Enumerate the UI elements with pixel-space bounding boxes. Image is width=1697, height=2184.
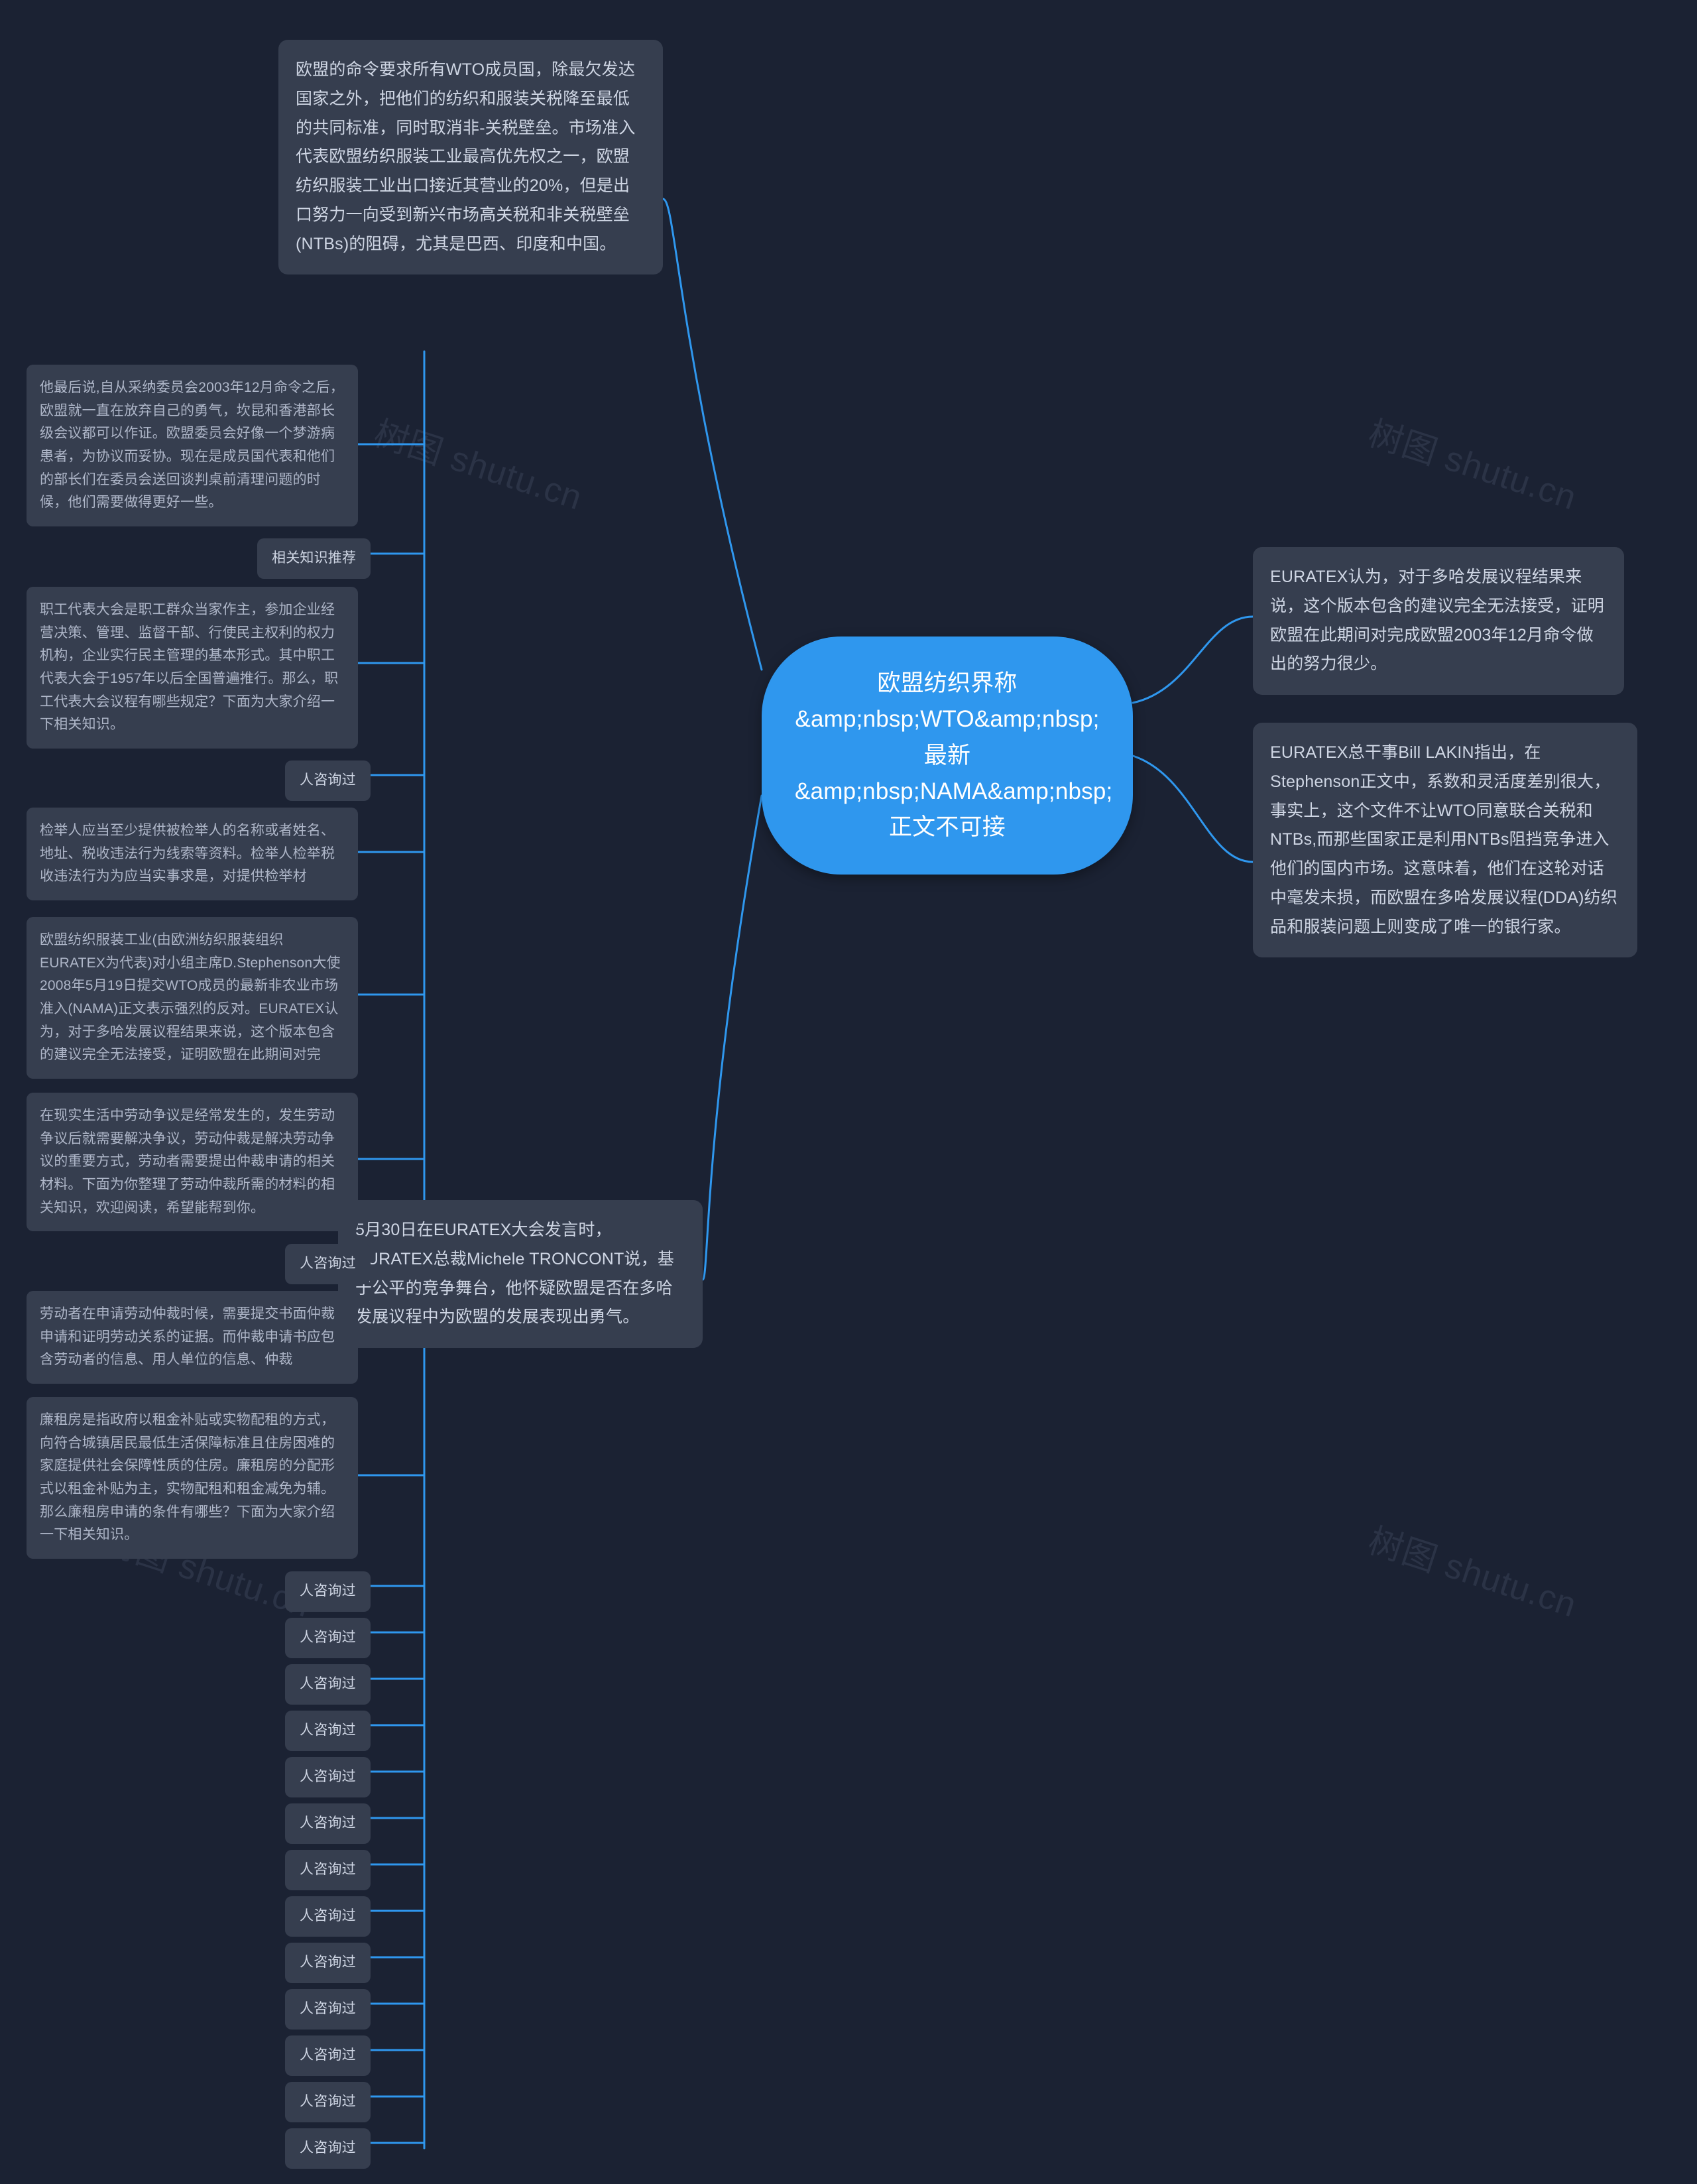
leaf-node[interactable]: 他最后说,自从采纳委员会2003年12月命令之后，欧盟就一直在放弃自己的勇气，坎… (27, 365, 358, 526)
leaf-pill[interactable]: 人咨询过 (285, 1618, 371, 1658)
watermark: 树图 shutu.cn (1363, 405, 1584, 519)
watermark: 树图 shutu.cn (369, 405, 589, 519)
leaf-pill[interactable]: 人咨询过 (285, 760, 371, 801)
branch-right-bottom[interactable]: EURATEX总干事Bill LAKIN指出，在Stephenson正文中，系数… (1253, 723, 1637, 957)
leaf-node[interactable]: 劳动者在申请劳动仲裁时候，需要提交书面仲裁申请和证明劳动关系的证据。而仲裁申请书… (27, 1291, 358, 1384)
leaf-node[interactable]: 在现实生活中劳动争议是经常发生的，发生劳动争议后就需要解决争议，劳动仲裁是解决劳… (27, 1093, 358, 1231)
branch-left-top[interactable]: 欧盟的命令要求所有WTO成员国，除最欠发达国家之外，把他们的纺织和服装关税降至最… (278, 40, 663, 274)
leaf-pill[interactable]: 人咨询过 (285, 2035, 371, 2076)
leaf-pill[interactable]: 人咨询过 (285, 1803, 371, 1844)
leaf-pill[interactable]: 人咨询过 (285, 1244, 371, 1284)
leaf-pill[interactable]: 人咨询过 (285, 1711, 371, 1751)
leaf-pill[interactable]: 人咨询过 (285, 1571, 371, 1612)
leaf-pill[interactable]: 人咨询过 (285, 2082, 371, 2122)
leaf-node[interactable]: 廉租房是指政府以租金补贴或实物配租的方式，向符合城镇居民最低生活保障标准且住房困… (27, 1397, 358, 1559)
leaf-pill[interactable]: 人咨询过 (285, 1757, 371, 1797)
central-node[interactable]: 欧盟纺织界称&amp;nbsp;WTO&amp;nbsp;最新&amp;nbsp… (762, 637, 1133, 875)
watermark: 树图 shutu.cn (1363, 1512, 1584, 1626)
leaf-node[interactable]: 检举人应当至少提供被检举人的名称或者姓名、地址、税收违法行为线索等资料。检举人检… (27, 808, 358, 900)
leaf-pill[interactable]: 人咨询过 (285, 1850, 371, 1890)
leaf-pill[interactable]: 人咨询过 (285, 1943, 371, 1983)
branch-left-bottom[interactable]: 5月30日在EURATEX大会发言时，EURATEX总裁Michele TRON… (338, 1200, 703, 1348)
leaf-node[interactable]: 欧盟纺织服装工业(由欧洲纺织服装组织EURATEX为代表)对小组主席D.Step… (27, 917, 358, 1079)
branch-right-top[interactable]: EURATEX认为，对于多哈发展议程结果来说，这个版本包含的建议完全无法接受，证… (1253, 547, 1624, 695)
edge-layer (0, 0, 1697, 2184)
leaf-pill[interactable]: 人咨询过 (285, 1896, 371, 1937)
mindmap-stage: 树图 shutu.cn 树图 shutu.cn 树图 shutu.cn 树图 s… (0, 0, 1697, 2184)
leaf-pill[interactable]: 相关知识推荐 (257, 538, 371, 579)
leaf-pill[interactable]: 人咨询过 (285, 1664, 371, 1705)
leaf-pill[interactable]: 人咨询过 (285, 2128, 371, 2169)
leaf-pill[interactable]: 人咨询过 (285, 1989, 371, 2030)
leaf-node[interactable]: 职工代表大会是职工群众当家作主，参加企业经营决策、管理、监督干部、行使民主权利的… (27, 587, 358, 749)
